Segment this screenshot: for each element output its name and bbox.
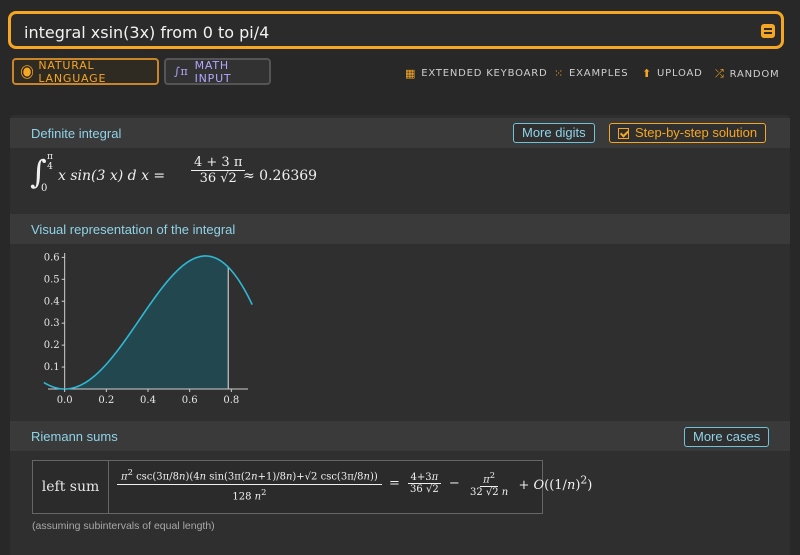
upper-limit: π 4 — [47, 152, 53, 172]
search-box[interactable]: integral xsin(3x) from 0 to pi/4 — [8, 11, 784, 49]
lower-limit: 0 — [41, 183, 48, 194]
pod-title: Visual representation of the integral — [31, 222, 236, 237]
riemann-formula: π2 csc(3π/8n)(4n sin(3π(2n+1)/8n)+√2 csc… — [117, 465, 596, 503]
assumption-note: (assuming subintervals of equal length) — [32, 520, 215, 532]
function-curve — [43, 255, 253, 390]
sum-fraction: π2 csc(3π/8n)(4n sin(3π(2n+1)/8n)+√2 csc… — [117, 465, 382, 503]
keyboard-icon: ▦ — [405, 67, 417, 80]
riemann-table: left sum π2 csc(3π/8n)(4n sin(3π(2n+1)/8… — [32, 460, 592, 514]
upload-label: UPLOAD — [657, 68, 703, 79]
extended-keyboard-link[interactable]: ▦ EXTENDED KEYBOARD — [405, 67, 547, 80]
more-cases-button[interactable]: More cases — [684, 427, 770, 447]
integral-plot: 0.0 0.2 0.4 0.6 0.8 0.1 0.2 0.3 0.4 0.5 0.6 — [43, 252, 253, 406]
x-tick-label: 0.4 — [140, 395, 156, 406]
pod-title: Riemann sums — [31, 429, 118, 444]
integral-result: ∫ π 4 0 x sin(3 x) d x = 4 + 3 π 36 √2 ≈… — [30, 152, 360, 198]
step-by-step-button[interactable]: Step-by-step solution — [609, 123, 767, 143]
random-label: RANDOM — [729, 68, 780, 80]
row-label: left sum — [33, 461, 109, 513]
sun-icon — [23, 67, 32, 76]
integral-sign: ∫ — [30, 153, 47, 191]
y-tick-label: 0.3 — [44, 318, 60, 329]
integral-area — [64, 255, 229, 389]
search-input[interactable]: integral xsin(3x) from 0 to pi/4 — [24, 23, 270, 42]
upload-icon: ⬆ — [642, 67, 653, 80]
checkbox-icon — [618, 127, 629, 139]
x-tick-label: 0.0 — [57, 395, 73, 406]
x-tick-label: 0.6 — [182, 395, 198, 406]
step-by-step-label: Step-by-step solution — [635, 125, 758, 140]
x-tick-label: 0.8 — [223, 395, 239, 406]
visual-header: Visual representation of the integral — [10, 214, 790, 244]
grid-icon: ⁙ — [554, 67, 565, 80]
random-link[interactable]: ⤮ RANDOM — [715, 67, 779, 81]
math-input-label: MATH INPUT — [194, 58, 232, 85]
riemann-header: Riemann sums More cases — [10, 421, 790, 451]
more-digits-button[interactable]: More digits — [513, 123, 595, 143]
y-tick-label: 0.6 — [44, 252, 60, 263]
upload-link[interactable]: ⬆ UPLOAD — [642, 67, 703, 80]
examples-label: EXAMPLES — [569, 68, 629, 79]
y-tick-label: 0.1 — [44, 362, 60, 373]
exact-result: 4 + 3 π 36 √2 — [191, 155, 246, 186]
natural-language-button[interactable]: NATURAL LANGUAGE — [12, 58, 159, 85]
pod-title: Definite integral — [31, 126, 122, 141]
y-tick-label: 0.2 — [44, 340, 60, 351]
extended-keyboard-label: EXTENDED KEYBOARD — [421, 68, 548, 79]
approx-value: ≈ 0.26369 — [243, 168, 318, 184]
x-tick-label: 0.2 — [98, 395, 114, 406]
shuffle-icon: ⤮ — [715, 67, 725, 80]
equals-icon[interactable] — [761, 24, 775, 38]
definite-integral-header: Definite integral More digits Step-by-st… — [10, 118, 790, 148]
examples-link[interactable]: ⁙ EXAMPLES — [554, 67, 628, 80]
math-input-icon: ∫π — [174, 65, 189, 78]
y-tick-label: 0.5 — [44, 274, 60, 285]
y-tick-label: 0.4 — [44, 296, 60, 307]
math-input-button[interactable]: ∫π MATH INPUT — [164, 58, 271, 85]
integrand: x sin(3 x) d x = — [58, 168, 166, 184]
natural-language-label: NATURAL LANGUAGE — [38, 58, 107, 85]
